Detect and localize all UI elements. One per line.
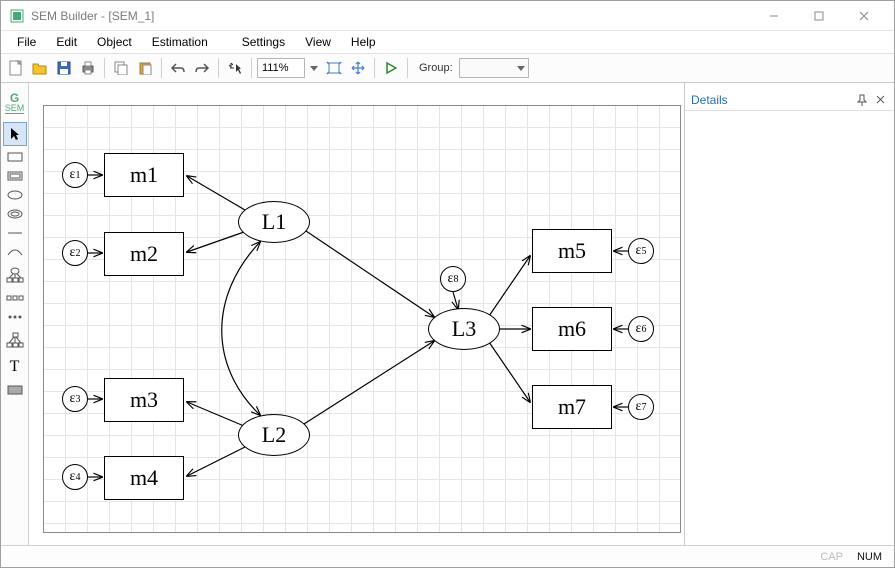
observed-m1[interactable]: m1 bbox=[104, 153, 184, 197]
tool-ellipse-double[interactable] bbox=[3, 206, 27, 222]
tool-text[interactable]: T bbox=[3, 355, 27, 379]
error-e3[interactable]: ε3 bbox=[62, 386, 88, 412]
group-combo[interactable] bbox=[459, 58, 529, 78]
menu-estimation[interactable]: Estimation bbox=[142, 33, 218, 51]
observed-m4[interactable]: m4 bbox=[104, 456, 184, 500]
window-controls bbox=[751, 2, 886, 30]
tool-rect-double[interactable] bbox=[3, 168, 27, 184]
tool-fillrect[interactable] bbox=[3, 382, 27, 398]
maximize-button[interactable] bbox=[796, 2, 841, 30]
details-header: Details bbox=[685, 89, 894, 111]
tool-rect[interactable] bbox=[3, 149, 27, 165]
observed-m6[interactable]: m6 bbox=[532, 307, 612, 351]
error-e5[interactable]: ε5 bbox=[628, 238, 654, 264]
menubar: File Edit Object Estimation Settings Vie… bbox=[1, 31, 894, 53]
move-button[interactable] bbox=[347, 57, 369, 79]
body: GSEM T bbox=[1, 83, 894, 545]
left-toolbox: GSEM T bbox=[1, 83, 29, 545]
error-e4[interactable]: ε4 bbox=[62, 464, 88, 490]
latent-L3[interactable]: L3 bbox=[428, 308, 500, 350]
menu-edit[interactable]: Edit bbox=[46, 33, 87, 51]
zoom-dropdown[interactable] bbox=[307, 57, 321, 79]
tool-select[interactable] bbox=[3, 122, 27, 146]
fit-page-button[interactable] bbox=[323, 57, 345, 79]
observed-m5[interactable]: m5 bbox=[532, 229, 612, 273]
titlebar: SEM Builder - [SEM_1] bbox=[1, 1, 894, 31]
latent-L1[interactable]: L1 bbox=[238, 201, 310, 243]
open-button[interactable] bbox=[29, 57, 51, 79]
error-e2[interactable]: ε2 bbox=[62, 240, 88, 266]
observed-m7[interactable]: m7 bbox=[532, 385, 612, 429]
new-button[interactable] bbox=[5, 57, 27, 79]
copy-button[interactable] bbox=[110, 57, 132, 79]
tool-row[interactable] bbox=[3, 290, 27, 306]
group-label: Group: bbox=[419, 62, 453, 74]
observed-m2[interactable]: m2 bbox=[104, 232, 184, 276]
details-title: Details bbox=[691, 93, 728, 107]
error-e6[interactable]: ε6 bbox=[628, 316, 654, 342]
error-e8[interactable]: ε8 bbox=[440, 266, 466, 292]
close-button[interactable] bbox=[841, 2, 886, 30]
details-panel: Details bbox=[684, 83, 894, 545]
app-window: SEM Builder - [SEM_1] File Edit Object E… bbox=[0, 0, 895, 568]
observed-m3[interactable]: m3 bbox=[104, 378, 184, 422]
tool-arc[interactable] bbox=[3, 244, 27, 260]
diagram: m1 m2 m3 m4 m5 m6 m7 L1 L2 L3 ε1 ε2 ε3 ε4 ε5 ε6 ε7 ε8 bbox=[44, 106, 680, 532]
menu-file[interactable]: File bbox=[7, 33, 46, 51]
tool-ellipse[interactable] bbox=[3, 187, 27, 203]
pin-icon[interactable] bbox=[854, 92, 870, 108]
minimize-button[interactable] bbox=[751, 2, 796, 30]
menu-object[interactable]: Object bbox=[87, 33, 142, 51]
panel-close-icon[interactable] bbox=[872, 92, 888, 108]
print-button[interactable] bbox=[77, 57, 99, 79]
tool-gsem[interactable]: GSEM bbox=[3, 87, 27, 119]
main-toolbar: 111% Group: bbox=[1, 53, 894, 83]
tool-dots[interactable] bbox=[3, 309, 27, 325]
save-button[interactable] bbox=[53, 57, 75, 79]
error-e7[interactable]: ε7 bbox=[628, 394, 654, 420]
error-e1[interactable]: ε1 bbox=[62, 162, 88, 188]
canvas[interactable]: m1 m2 m3 m4 m5 m6 m7 L1 L2 L3 ε1 ε2 ε3 ε4 ε5 ε6 ε7 ε8 bbox=[29, 83, 684, 545]
pointer-mode-button[interactable] bbox=[224, 57, 246, 79]
tool-measurement[interactable] bbox=[3, 263, 27, 287]
app-icon bbox=[9, 8, 25, 24]
status-cap: CAP bbox=[820, 551, 843, 563]
canvas-page[interactable]: m1 m2 m3 m4 m5 m6 m7 L1 L2 L3 ε1 ε2 ε3 ε4 ε5 ε6 ε7 ε8 bbox=[43, 105, 681, 533]
statusbar: CAP NUM bbox=[1, 545, 894, 567]
paste-button[interactable] bbox=[134, 57, 156, 79]
menu-help[interactable]: Help bbox=[341, 33, 386, 51]
latent-L2[interactable]: L2 bbox=[238, 414, 310, 456]
tool-regression[interactable] bbox=[3, 328, 27, 352]
undo-button[interactable] bbox=[167, 57, 189, 79]
status-num: NUM bbox=[857, 551, 882, 563]
menu-view[interactable]: View bbox=[295, 33, 341, 51]
zoom-combo[interactable]: 111% bbox=[257, 58, 305, 78]
redo-button[interactable] bbox=[191, 57, 213, 79]
run-button[interactable] bbox=[380, 57, 402, 79]
menu-settings[interactable]: Settings bbox=[232, 33, 295, 51]
window-title: SEM Builder - [SEM_1] bbox=[31, 9, 751, 23]
tool-line[interactable] bbox=[3, 225, 27, 241]
